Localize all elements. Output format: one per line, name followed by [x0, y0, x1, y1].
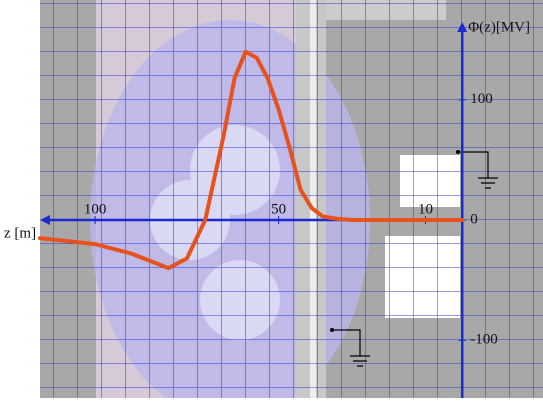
- x-axis-label: z [m]: [4, 225, 36, 241]
- node: [456, 150, 460, 154]
- chart: Φ(z)[MV] z [m] 100 50 10 100 0 -100: [0, 0, 543, 398]
- y-tick-label: 0: [470, 211, 478, 227]
- x-tick-label: 50: [271, 201, 286, 217]
- y-tick-label: -100: [470, 332, 498, 348]
- grid: [40, 0, 543, 398]
- x-tick-label: 100: [84, 201, 107, 217]
- y-axis-label: Φ(z)[MV]: [468, 19, 530, 35]
- y-tick-label: 100: [470, 91, 493, 107]
- node: [330, 328, 334, 332]
- x-tick-label: 10: [418, 201, 433, 217]
